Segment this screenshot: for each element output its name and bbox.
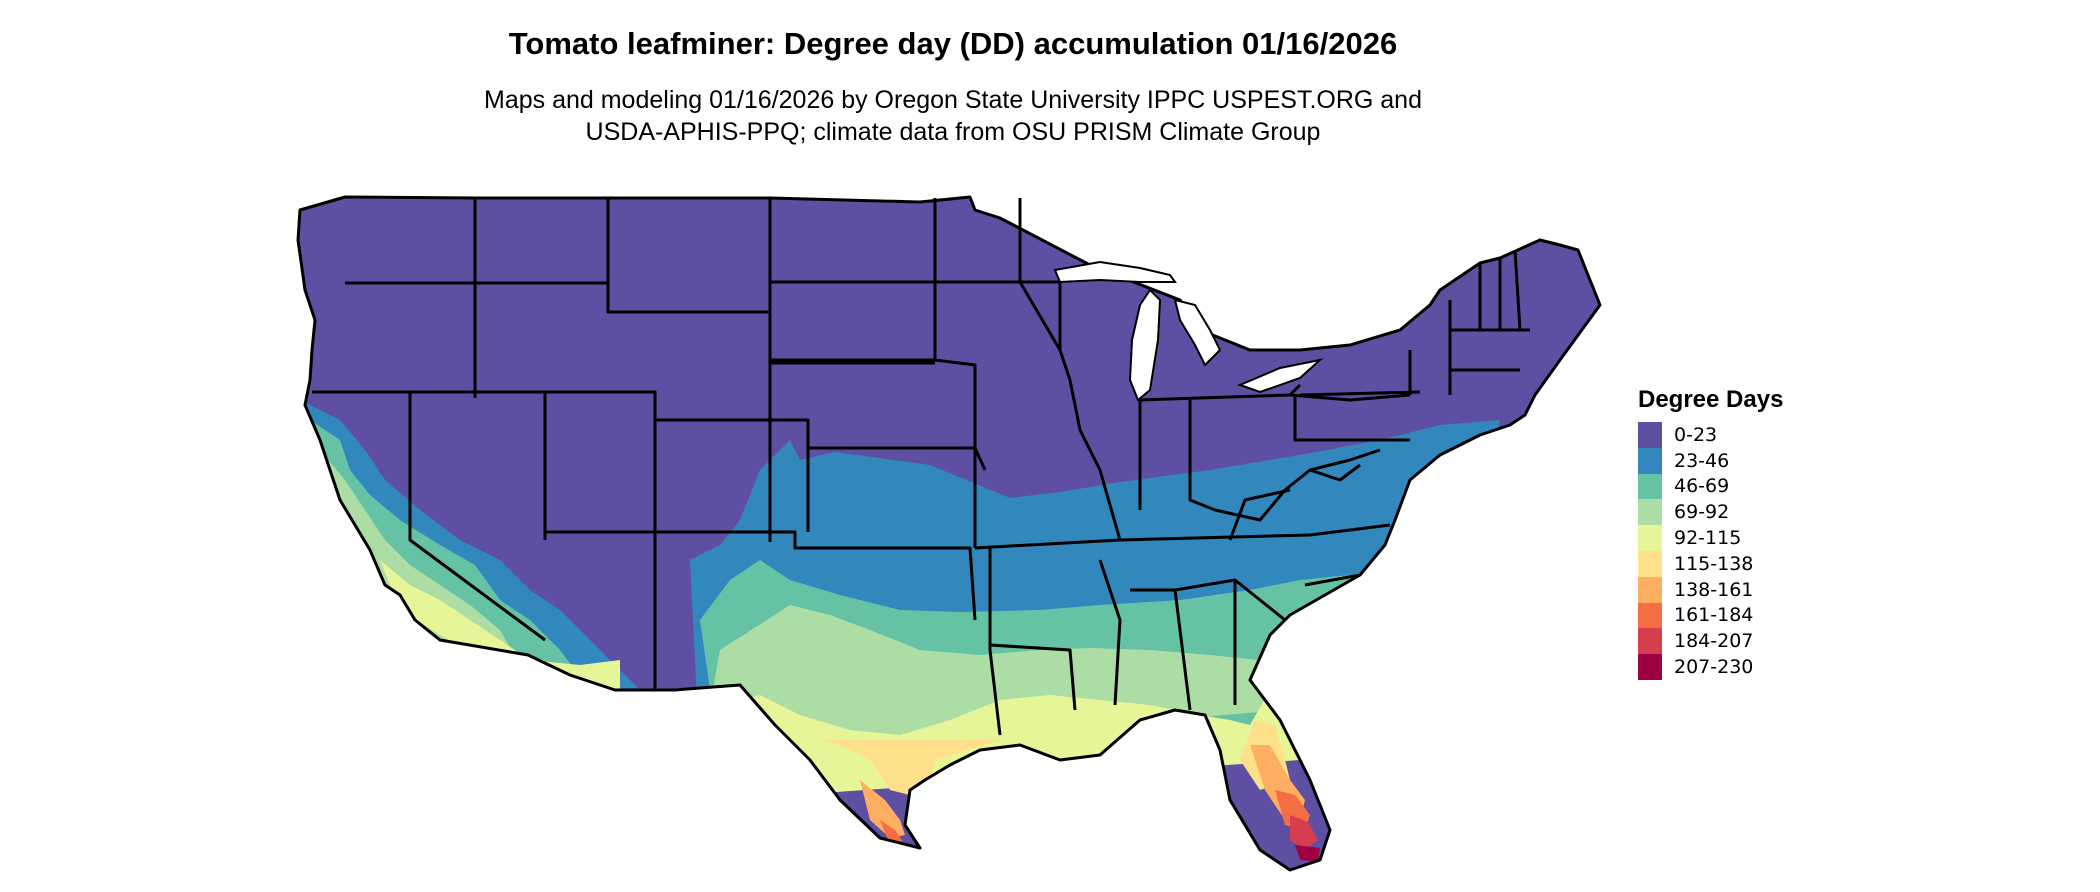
map-legend: Degree Days 0-23 23-46 46-69 69-92 92-11… (1638, 386, 1783, 680)
legend-swatch (1638, 525, 1662, 551)
legend-items: 0-23 23-46 46-69 69-92 92-115 115-138 13… (1638, 422, 1783, 680)
map-title: Tomato leafminer: Degree day (DD) accumu… (508, 26, 1398, 61)
great-lakes (1053, 260, 1324, 402)
legend-label: 69-92 (1674, 501, 1730, 524)
legend-item: 184-207 (1638, 628, 1783, 655)
legend-item: 161-184 (1638, 602, 1783, 629)
legend-swatch (1638, 576, 1662, 603)
lake-superior (1053, 260, 1177, 284)
legend-item: 69-92 (1638, 499, 1783, 526)
band-69-92 (700, 605, 1400, 760)
legend-item: 138-161 (1638, 576, 1783, 603)
lake-michigan (1128, 288, 1162, 402)
legend-swatch (1638, 602, 1662, 629)
band-184-207 (1290, 815, 1318, 850)
legend-item: 92-115 (1638, 525, 1783, 551)
legend-label: 46-69 (1674, 475, 1730, 498)
band-138-161 (860, 745, 1305, 838)
band-115-138 (820, 720, 1290, 795)
legend-item: 207-230 (1638, 654, 1783, 680)
legend-label: 161-184 (1674, 604, 1754, 627)
lake-erie (1237, 358, 1324, 394)
legend-swatch (1638, 473, 1662, 500)
band-23-46-west (300, 400, 640, 690)
legend-item: 0-23 (1638, 422, 1783, 448)
us-outline (296, 195, 1602, 872)
subtitle-line-1: Maps and modeling 01/16/2026 by Oregon S… (484, 86, 1422, 114)
legend-item: 23-46 (1638, 447, 1783, 474)
legend-title: Degree Days (1638, 386, 1784, 413)
legend-label: 138-161 (1674, 578, 1754, 601)
legend-swatch (1638, 447, 1662, 474)
legend-swatch (1638, 422, 1662, 448)
map-subtitle: Maps and modeling 01/16/2026 by Oregon S… (0, 84, 1906, 148)
legend-swatch (1638, 499, 1662, 526)
legend-swatch (1638, 628, 1662, 655)
degree-day-raster (298, 197, 1600, 870)
band-207-230 (1295, 845, 1320, 862)
legend-swatch (1638, 654, 1662, 680)
legend-label: 184-207 (1674, 630, 1754, 653)
legend-label: 23-46 (1674, 449, 1730, 472)
lake-huron (1173, 298, 1222, 367)
legend-label: 207-230 (1674, 656, 1754, 679)
legend-item: 115-138 (1638, 550, 1783, 577)
legend-item: 46-69 (1638, 473, 1783, 500)
subtitle-line-2: USDA-APHIS-PPQ; climate data from OSU PR… (585, 118, 1321, 146)
state-boundaries (312, 198, 1530, 736)
legend-swatch (1638, 550, 1662, 577)
legend-label: 92-115 (1674, 527, 1742, 550)
legend-label: 115-138 (1674, 552, 1754, 575)
legend-label: 0-23 (1674, 423, 1718, 446)
